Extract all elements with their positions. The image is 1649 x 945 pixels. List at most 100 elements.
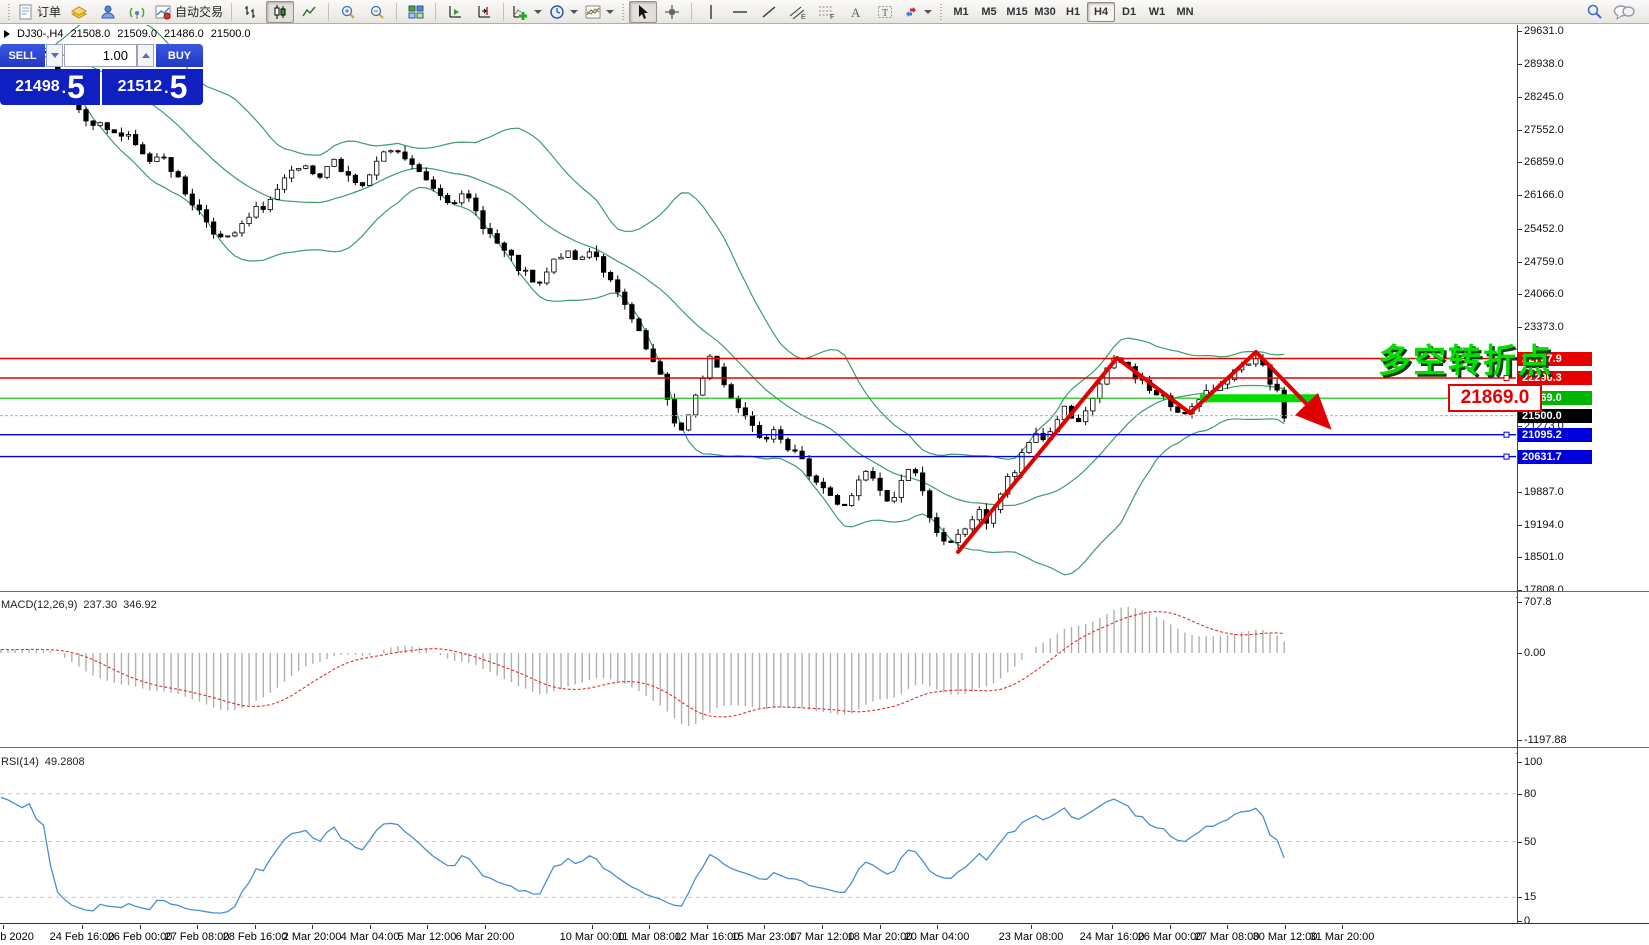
price-chart[interactable]: [0, 25, 1516, 591]
volume-decrease-button[interactable]: [46, 44, 63, 67]
bar-chart-type-button[interactable]: [237, 1, 265, 23]
autotrading-button[interactable]: 自动交易: [152, 1, 226, 23]
trend-zigzag-annotation[interactable]: [956, 350, 1332, 554]
price-tick-label: 26166.0: [1524, 189, 1564, 201]
time-tick-mark: [1112, 925, 1113, 929]
toolbar-drag-handle[interactable]: [939, 2, 944, 21]
time-tick-mark: [1342, 925, 1343, 929]
price-tick-mark: [1518, 294, 1522, 295]
trendline-tool-button[interactable]: [755, 1, 783, 23]
candlestick-chart-type-button[interactable]: [266, 0, 295, 23]
timeframe-button-M5[interactable]: M5: [981, 5, 997, 18]
level-price-label[interactable]: 21869.0: [1448, 384, 1542, 412]
zoom-out-button[interactable]: [363, 1, 391, 23]
buy-price-dot: .: [164, 80, 169, 97]
toolbar-drag-handle[interactable]: [7, 2, 11, 21]
crosshair-icon: [665, 4, 680, 19]
fibonacci-tool-button[interactable]: F: [813, 1, 841, 23]
rsi-tick-mark: [1518, 794, 1522, 795]
crosshair-tool-button[interactable]: [658, 1, 686, 23]
zoom-in-icon: [341, 5, 355, 19]
price-tick-label: 25452.0: [1524, 223, 1564, 235]
time-label: 5 Mar 12:00: [397, 931, 457, 943]
price-tick-mark: [1518, 262, 1522, 263]
timeframe-button-M15[interactable]: M15: [1006, 5, 1028, 18]
tile-windows-button[interactable]: [402, 1, 430, 23]
price-tick-label: 18501.0: [1524, 551, 1564, 563]
volume-input[interactable]: 1.00: [64, 44, 137, 67]
price-tick-label: 28245.0: [1524, 91, 1564, 103]
time-label: 26 Mar 00:00: [1137, 931, 1203, 943]
timeframe-button-H4[interactable]: H4: [1087, 1, 1116, 22]
toolbar-drag-handle[interactable]: [621, 2, 626, 21]
bar-chart-icon: [245, 5, 256, 18]
timeframe-button-W1[interactable]: W1: [1148, 5, 1166, 18]
auto-scroll-button[interactable]: [441, 1, 469, 23]
text-label-tool-button[interactable]: T: [871, 1, 899, 23]
arrows-tool-button[interactable]: [900, 1, 935, 23]
level-lines-layer[interactable]: [0, 357, 1516, 460]
new-order-button[interactable]: 订单: [15, 1, 64, 23]
toolbar-separator: [435, 2, 437, 21]
buy-price-display[interactable]: 21512. 5: [102, 69, 203, 105]
cursor-arrow-icon: [639, 4, 649, 19]
vertical-line-tool-button[interactable]: [697, 1, 725, 23]
timeframe-button-H1[interactable]: H1: [1066, 5, 1081, 18]
macd-value-main: 237.30: [83, 599, 118, 611]
macd-signal-line: [0, 611, 1285, 718]
rsi-tick-label: 80: [1524, 788, 1537, 800]
market-watch-button[interactable]: [65, 1, 93, 23]
line-anchor-marker[interactable]: [1503, 431, 1510, 438]
price-tick-label: 28938.0: [1524, 58, 1564, 70]
chat-icon[interactable]: [1613, 4, 1635, 20]
timeframe-button-M1[interactable]: M1: [953, 5, 969, 18]
horizontal-line-tool-button[interactable]: [726, 1, 754, 23]
price-badge-21095.2: 21095.2: [1518, 428, 1592, 442]
volume-increase-button[interactable]: [137, 44, 154, 67]
rsi-label: RSI(14): [1, 756, 39, 768]
text-tool-button[interactable]: A: [842, 1, 870, 23]
periods-button[interactable]: [546, 1, 581, 23]
sell-price-frac: 5: [67, 69, 85, 105]
chart-shift-button[interactable]: [470, 1, 498, 23]
line-anchor-marker[interactable]: [1503, 453, 1510, 460]
turning-point-annotation[interactable]: 多空转折点: [1378, 342, 1553, 379]
macd-tick-label: 0.00: [1524, 647, 1546, 659]
cursor-tool-button[interactable]: [629, 0, 658, 23]
signal-button[interactable]: [123, 1, 151, 23]
price-tick-label: 17808.0: [1524, 584, 1564, 591]
time-label: 12 Mar 16:00: [674, 931, 740, 943]
line-anchor-marker[interactable]: [1503, 375, 1510, 381]
price-axis[interactable]: 29631.0 28938.0 28245.0 27552.0 26859.0 26166…: [1518, 25, 1649, 591]
timeframe-button-M30[interactable]: M30: [1034, 5, 1056, 18]
buy-button[interactable]: BUY: [156, 44, 203, 67]
arrows-dropdown-caret[interactable]: [924, 9, 933, 14]
line-chart-type-button[interactable]: [295, 1, 323, 23]
timeframe-button-D1[interactable]: D1: [1122, 5, 1137, 18]
macd-pane[interactable]: [0, 597, 1516, 747]
new-chart-dropdown-caret[interactable]: [534, 9, 543, 14]
templates-dropdown-caret[interactable]: [606, 9, 615, 14]
price-tick-label: 19887.0: [1524, 486, 1564, 498]
time-tick-mark: [485, 925, 486, 929]
time-tick-mark: [82, 925, 83, 929]
sell-price-display[interactable]: 21498. 5: [0, 69, 100, 105]
tile-windows-icon: [408, 5, 424, 18]
search-icon[interactable]: [1586, 3, 1603, 20]
sell-price-dot: .: [61, 80, 67, 97]
price-tick-mark: [1518, 31, 1522, 32]
accounts-button[interactable]: [94, 1, 122, 23]
ohlc-close: 21500.0: [210, 28, 251, 40]
sell-button[interactable]: SELL: [0, 44, 45, 67]
periods-dropdown-caret[interactable]: [570, 9, 579, 14]
timeframe-button-MN[interactable]: MN: [1176, 5, 1194, 18]
rsi-pane[interactable]: [0, 753, 1516, 923]
time-tick-mark: [822, 925, 823, 929]
macd-value-signal: 346.92: [123, 599, 157, 611]
new-chart-button[interactable]: [509, 1, 545, 23]
equidistant-channel-tool-button[interactable]: E: [784, 1, 812, 23]
templates-button[interactable]: [582, 1, 617, 23]
price-tick-mark: [1518, 195, 1522, 196]
zoom-in-button[interactable]: [334, 1, 362, 23]
